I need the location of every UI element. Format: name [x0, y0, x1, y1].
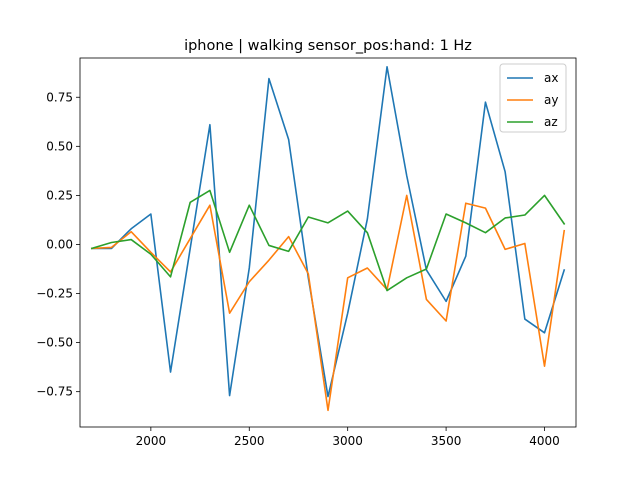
- y-tick-label: −0.50: [36, 336, 73, 350]
- y-tick-label: 0.75: [46, 90, 73, 104]
- x-tick-label: 3000: [332, 434, 363, 448]
- plot-frame: [79, 57, 577, 428]
- plot-area: [80, 58, 576, 427]
- legend-label-ay: ay: [544, 93, 558, 107]
- y-tick-label: −0.25: [36, 287, 73, 301]
- legend-box: [499, 63, 567, 133]
- series-line-ax: [91, 66, 566, 398]
- x-tick-label: 2000: [136, 434, 167, 448]
- y-tick-label: −0.75: [36, 385, 73, 399]
- x-tick-label: 4000: [529, 434, 560, 448]
- x-tick-label: 2500: [234, 434, 265, 448]
- legend-label-ax: ax: [544, 71, 558, 85]
- series-line-az: [90, 189, 566, 292]
- y-tick-label: 0.25: [46, 188, 73, 202]
- chart-title: iphone | walking sensor_pos:hand: 1 Hz: [184, 38, 472, 54]
- y-tick-label: 0.00: [46, 237, 73, 251]
- series-layer: [90, 66, 566, 412]
- axes: 2000 2500 3000 3500 4000 −0.75 −0.50 −0.25 0.00 0…: [36, 90, 560, 448]
- x-tick-label: 3500: [431, 434, 462, 448]
- series-line-ay: [90, 194, 566, 412]
- legend: ax ay az: [499, 63, 567, 133]
- legend-label-az: az: [544, 115, 558, 129]
- y-tick-label: 0.50: [46, 139, 73, 153]
